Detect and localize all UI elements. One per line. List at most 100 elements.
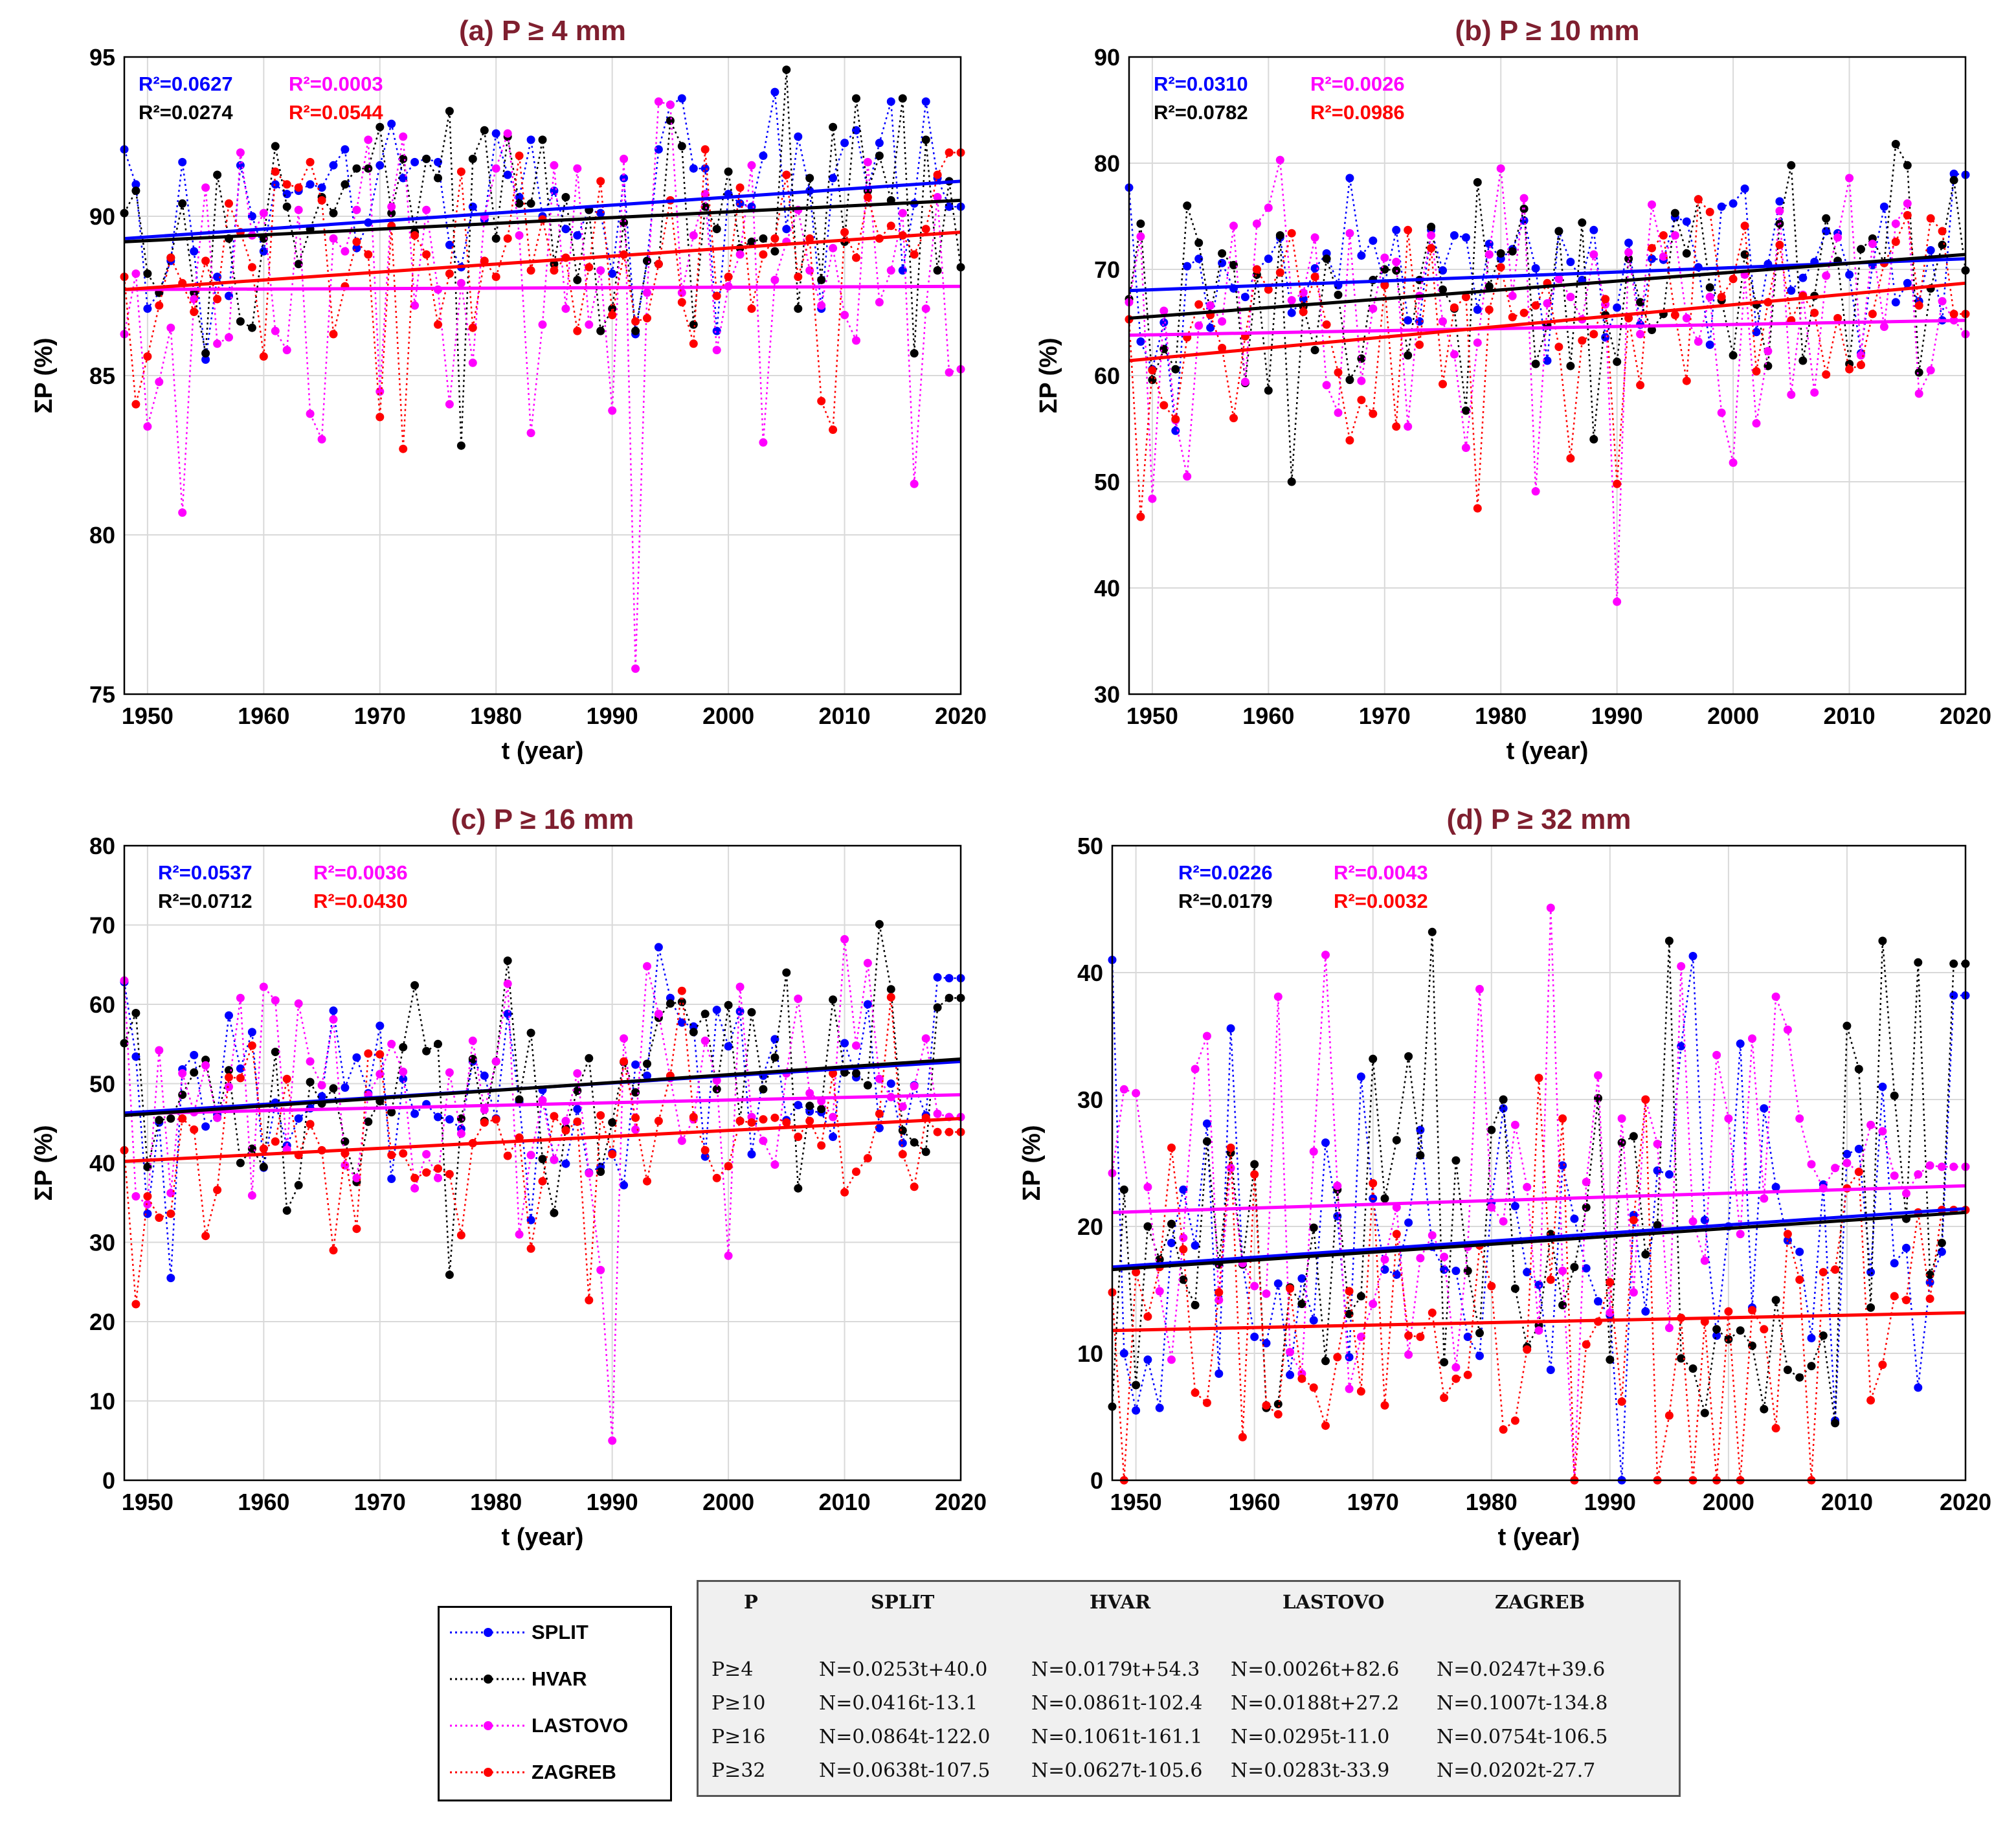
data-point-lastovo xyxy=(1262,1289,1271,1298)
data-point-hvar xyxy=(1890,1091,1899,1100)
data-point-zagreb xyxy=(712,1173,721,1182)
data-point-hvar xyxy=(341,1137,350,1146)
data-point-zagreb xyxy=(1831,1265,1840,1274)
data-point-hvar xyxy=(1416,1151,1425,1160)
table-cell: N=0.0202t-27.7 xyxy=(1437,1759,1596,1782)
data-point-hvar xyxy=(1322,254,1331,264)
data-point-lastovo xyxy=(387,1039,396,1048)
data-point-split xyxy=(1688,952,1697,960)
data-point-zagreb xyxy=(399,444,408,453)
x-axis-label: t (year) xyxy=(1506,738,1589,765)
y-tick-label: 10 xyxy=(1077,1340,1103,1367)
x-axis-label: t (year) xyxy=(502,738,584,765)
data-point-zagreb xyxy=(1499,1425,1508,1434)
data-point-zagreb xyxy=(352,1224,361,1234)
x-tick-label: 1960 xyxy=(1242,703,1294,729)
data-point-split xyxy=(1333,1212,1342,1221)
data-point-hvar xyxy=(712,225,721,234)
data-point-lastovo xyxy=(480,1105,489,1114)
data-point-split xyxy=(886,97,895,106)
table-cell: N=0.0754t-106.5 xyxy=(1437,1726,1608,1748)
data-point-zagreb xyxy=(201,256,210,265)
data-point-hvar xyxy=(1191,1301,1200,1309)
data-point-split xyxy=(178,157,187,166)
data-point-split xyxy=(1167,1239,1176,1247)
table-row-label: P≥4 xyxy=(711,1658,754,1681)
x-tick-label: 1990 xyxy=(587,1489,638,1515)
x-tick-label: 1980 xyxy=(470,703,522,729)
x-tick-label: 1990 xyxy=(587,703,638,729)
data-point-split xyxy=(747,202,756,211)
data-point-zagreb xyxy=(1427,243,1436,253)
data-point-lastovo xyxy=(1902,1189,1910,1198)
data-point-zagreb xyxy=(805,1116,814,1125)
data-point-split xyxy=(1740,184,1749,193)
data-point-split xyxy=(1404,1218,1413,1227)
data-point-zagreb xyxy=(1191,1388,1200,1397)
data-point-lastovo xyxy=(1760,1194,1769,1203)
data-point-zagreb xyxy=(1729,275,1738,284)
data-point-lastovo xyxy=(1589,250,1598,259)
data-point-hvar xyxy=(724,1000,733,1010)
data-point-split xyxy=(1760,1104,1769,1113)
data-point-lastovo xyxy=(550,161,559,170)
data-point-zagreb xyxy=(434,320,442,329)
data-point-hvar xyxy=(434,1039,442,1048)
data-point-split xyxy=(1624,238,1633,247)
data-point-lastovo xyxy=(1519,194,1529,203)
data-point-split xyxy=(294,1114,303,1123)
data-point-hvar xyxy=(1404,1052,1413,1061)
data-point-zagreb xyxy=(503,1151,512,1160)
data-point-lastovo xyxy=(352,1173,361,1182)
data-point-lastovo xyxy=(1194,321,1204,330)
data-point-hvar xyxy=(921,1147,930,1157)
data-point-zagreb xyxy=(735,183,745,192)
data-point-zagreb xyxy=(933,170,942,179)
data-point-split xyxy=(735,1007,745,1016)
data-point-hvar xyxy=(596,326,605,335)
data-point-hvar xyxy=(190,1068,199,1077)
table-cell: N=0.0179t+54.3 xyxy=(1031,1658,1200,1681)
data-point-zagreb xyxy=(399,1149,408,1158)
data-point-zagreb xyxy=(282,1074,291,1083)
data-point-hvar xyxy=(1682,249,1691,258)
data-point-hvar xyxy=(247,323,256,332)
data-point-split xyxy=(143,1209,152,1218)
data-point-lastovo xyxy=(1461,444,1470,452)
data-point-lastovo xyxy=(1787,390,1796,399)
data-point-zagreb xyxy=(143,352,152,361)
data-point-lastovo xyxy=(817,301,826,310)
data-point-zagreb xyxy=(468,323,477,332)
data-point-zagreb xyxy=(329,330,338,339)
data-point-hvar xyxy=(1345,376,1354,385)
data-point-hvar xyxy=(1132,1381,1141,1390)
data-point-split xyxy=(1510,1202,1519,1211)
chart-panel-4: 1950 1960 1970 1980 1990 2000 2010 2020 0 10 20 30 4… xyxy=(1018,804,1991,1551)
data-point-lastovo xyxy=(1531,487,1540,496)
data-point-lastovo xyxy=(1748,1034,1756,1043)
x-tick-label: 2010 xyxy=(819,703,871,729)
y-axis-label: ΣP (%) xyxy=(1018,1125,1046,1201)
data-point-zagreb xyxy=(1439,379,1447,389)
data-point-zagreb xyxy=(561,1126,570,1135)
data-point-zagreb xyxy=(875,1109,884,1118)
data-point-split xyxy=(1473,305,1482,314)
data-point-hvar xyxy=(1606,1355,1615,1364)
data-point-lastovo xyxy=(1677,962,1686,971)
data-point-zagreb xyxy=(747,304,756,313)
data-point-zagreb xyxy=(921,225,930,234)
data-point-split xyxy=(1926,246,1935,254)
data-point-zagreb xyxy=(643,1177,651,1186)
data-point-zagreb xyxy=(794,273,803,281)
data-point-lastovo xyxy=(1705,293,1714,302)
data-point-split xyxy=(875,1123,884,1133)
table-row-label: P≥32 xyxy=(711,1759,766,1782)
data-point-hvar xyxy=(1613,357,1622,367)
data-point-zagreb xyxy=(1902,1296,1910,1305)
data-point-lastovo xyxy=(387,202,396,211)
data-point-zagreb xyxy=(910,250,919,259)
data-point-hvar xyxy=(364,1117,373,1126)
data-point-lastovo xyxy=(712,1076,721,1085)
y-tick-label: 40 xyxy=(89,1150,115,1177)
data-point-split xyxy=(596,209,605,218)
